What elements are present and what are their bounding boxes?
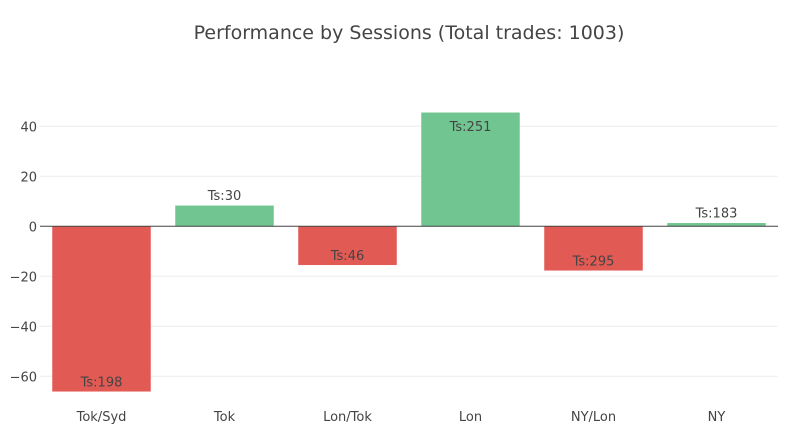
y-tick-label: −40 xyxy=(10,320,37,335)
bar-data-label: Ts:295 xyxy=(572,254,615,269)
y-tick-label: 20 xyxy=(20,170,37,185)
x-tick-label: Tok/Syd xyxy=(76,410,127,425)
y-tick-label: −60 xyxy=(10,370,37,385)
x-tick-label: NY xyxy=(708,410,726,425)
bar-tok[interactable] xyxy=(175,205,274,227)
x-tick-label: NY/Lon xyxy=(571,410,616,425)
x-tick-label: Lon xyxy=(459,410,482,425)
x-tick-label: Tok xyxy=(213,410,236,425)
bar-data-label: Ts:183 xyxy=(695,206,738,221)
y-tick-label: 0 xyxy=(29,220,37,235)
x-tick-label: Lon/Tok xyxy=(323,410,372,425)
chart-title: Performance by Sessions (Total trades: 1… xyxy=(194,22,625,44)
bar-data-label: Ts:198 xyxy=(80,375,123,390)
bar-data-label: Ts:30 xyxy=(207,189,241,204)
bar-data-label: Ts:46 xyxy=(330,249,364,264)
y-tick-label: −20 xyxy=(10,270,37,285)
y-tick-label: 40 xyxy=(20,120,37,135)
bar-data-label: Ts:251 xyxy=(449,120,492,135)
bar-lon-tok[interactable] xyxy=(298,226,397,266)
bar-lon[interactable] xyxy=(421,112,520,227)
bar-tok-syd[interactable] xyxy=(52,226,151,392)
